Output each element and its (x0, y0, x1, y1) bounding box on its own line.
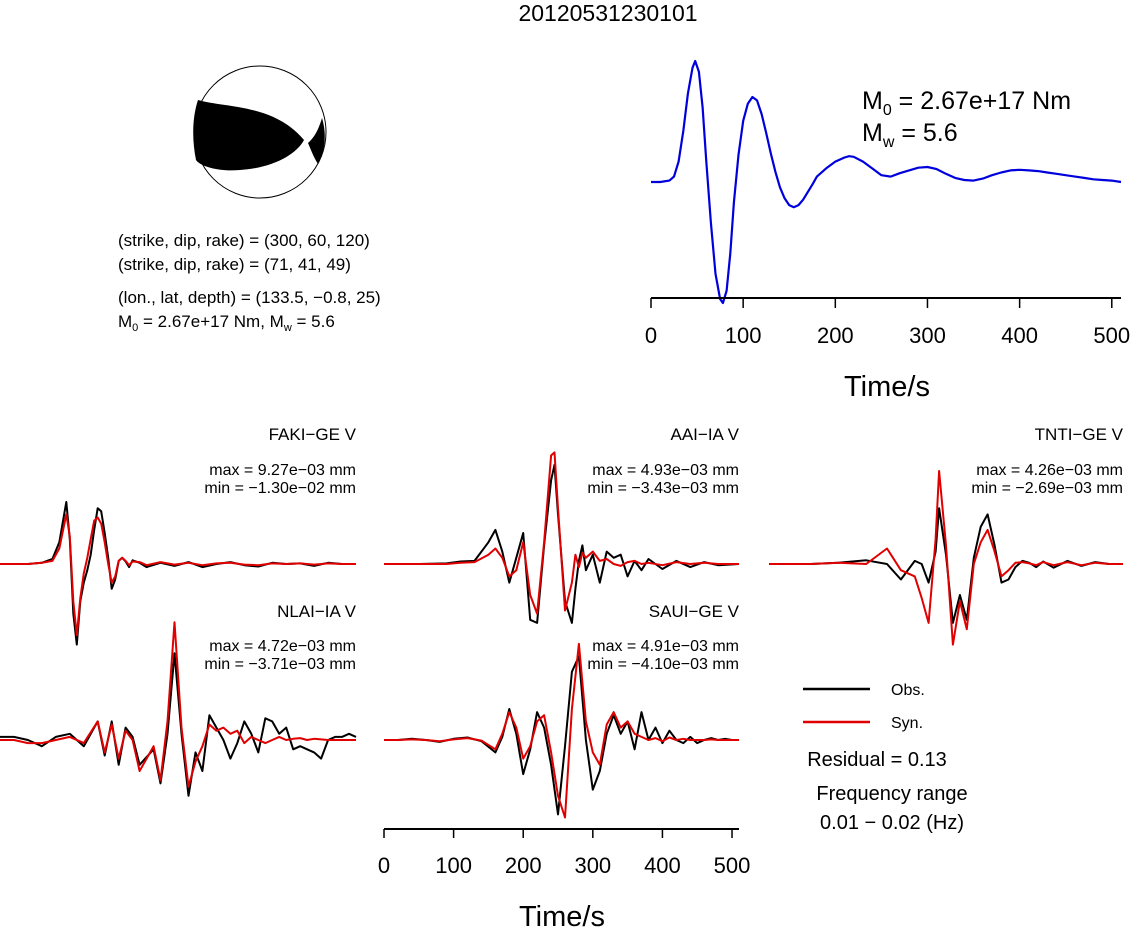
synthetic-waveform-line (384, 451, 739, 615)
frequency-range-value: 0.01 − 0.02 (Hz) (820, 812, 964, 834)
bottom-x-tick-label: 400 (644, 853, 681, 878)
amplitude-min-label: min = −3.43e−03 mm (587, 480, 739, 497)
stf-m0-value: = 2.67e+17 Nm (892, 87, 1071, 115)
moment-summary-m: M (118, 312, 132, 331)
moment-summary-mw-sub: w (283, 322, 292, 334)
nodal-plane-2: (strike, dip, rake) = (71, 41, 49) (118, 255, 351, 274)
station-label: AAI−IA V (670, 425, 739, 444)
source-time-function-panel: 0 100 200 300 400 500 (645, 59, 1130, 348)
amplitude-max-label: max = 4.72e−03 mm (209, 638, 356, 655)
stf-x-tick-label: 100 (725, 323, 762, 348)
observed-waveform-line (384, 655, 739, 816)
station-label: SAUI−GE V (649, 602, 740, 621)
event-location: (lon., lat, depth) = (133.5, −0.8, 25) (118, 288, 381, 307)
amplitude-min-label: min = −2.69e−03 mm (971, 480, 1123, 497)
bottom-xlabel: Time/s (519, 901, 605, 928)
amplitude-min-label: min = −4.10e−03 mm (587, 656, 739, 673)
observed-waveform-line (769, 507, 1123, 624)
legend-obs-label: Obs. (891, 682, 925, 699)
stf-mw-sub: w (882, 134, 895, 151)
legend-syn-label: Syn. (891, 715, 923, 732)
stf-m0-prefix: M (862, 87, 883, 115)
synthetic-waveform-line (0, 513, 356, 637)
bottom-x-tick-label: 0 (378, 853, 390, 878)
bottom-x-tick-label: 300 (574, 853, 611, 878)
bottom-x-tick-label: 100 (435, 853, 472, 878)
bottom-x-tick-label: 200 (505, 853, 542, 878)
beachball-compressional-quadrant (193, 100, 304, 171)
observed-waveform-line (0, 501, 356, 646)
stf-m0-label: M0 = 2.67e+17 Nm (862, 87, 1071, 119)
stf-mw-prefix: M (862, 119, 883, 147)
amplitude-max-label: max = 4.93e−03 mm (592, 462, 739, 479)
amplitude-min-label: min = −1.30e−02 mm (204, 480, 356, 497)
stf-series-line (651, 59, 1122, 305)
amplitude-max-label: max = 4.26e−03 mm (976, 462, 1123, 479)
amplitude-max-label: max = 9.27e−03 mm (209, 462, 356, 479)
stf-x-tick-label: 0 (645, 323, 657, 348)
stf-m0-sub: 0 (883, 102, 892, 119)
stf-x-tick-label: 400 (1001, 323, 1038, 348)
beachball-compressional-wedge (308, 118, 325, 164)
stf-x-tick-label: 300 (909, 323, 946, 348)
focal-mechanism-beachball (193, 65, 327, 199)
synthetic-waveform-line (384, 642, 739, 819)
legend: Obs. Syn. (803, 682, 925, 732)
synthetic-waveform-line (769, 470, 1123, 646)
moment-summary-m0-sub: 0 (132, 322, 138, 334)
stf-mw-value: = 5.6 (894, 119, 957, 147)
figure-title: 20120531230101 (518, 0, 697, 26)
bottom-x-tick-label: 500 (714, 853, 751, 878)
moment-summary-m0-value: = 2.67e+17 Nm, M (138, 312, 284, 331)
frequency-range-label: Frequency range (816, 783, 967, 805)
stf-x-tick-label: 500 (1093, 323, 1130, 348)
stf-mw-label: Mw = 5.6 (862, 119, 958, 151)
stf-xlabel: Time/s (844, 371, 930, 403)
station-label: NLAI−IA V (277, 602, 357, 621)
stf-x-tick-label: 200 (817, 323, 854, 348)
amplitude-max-label: max = 4.91e−03 mm (592, 638, 739, 655)
residual-label: Residual = 0.13 (807, 749, 947, 771)
nodal-plane-1: (strike, dip, rake) = (300, 60, 120) (118, 231, 370, 250)
synthetic-waveform-line (0, 621, 356, 788)
moment-summary: M0 = 2.67e+17 Nm, Mw = 5.6 (118, 312, 335, 334)
station-label: TNTI−GE V (1035, 425, 1124, 444)
amplitude-min-label: min = −3.71e−03 mm (204, 656, 356, 673)
observed-waveform-line (384, 463, 740, 624)
moment-summary-mw-value: = 5.6 (292, 312, 335, 331)
station-label: FAKI−GE V (269, 425, 357, 444)
